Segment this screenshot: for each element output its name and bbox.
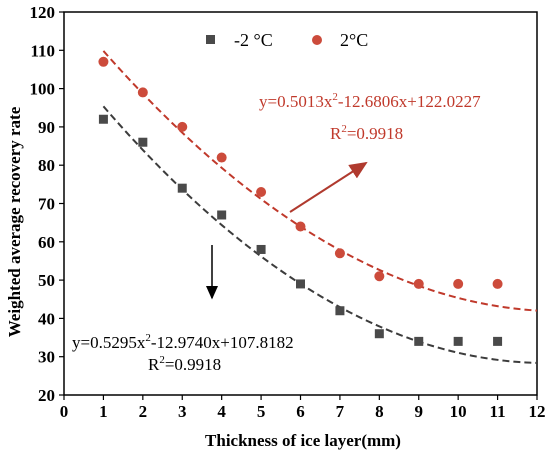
y-tick-label: 60 bbox=[38, 233, 55, 252]
legend: -2 °C 2°C bbox=[206, 30, 368, 50]
y-tick-label: 70 bbox=[38, 195, 55, 214]
data-point-series-1 bbox=[414, 336, 424, 346]
x-tick-label: 9 bbox=[415, 402, 424, 421]
x-tick-label: 6 bbox=[296, 402, 305, 421]
data-point-series-1 bbox=[493, 336, 503, 346]
y-tick-label: 20 bbox=[38, 386, 55, 405]
x-axis-label: Thickness of ice layer(mm) bbox=[205, 431, 401, 450]
fit-lines-layer bbox=[102, 50, 538, 364]
data-point-series-2 bbox=[177, 121, 188, 132]
y-axis-label: Weighted average recovery rate bbox=[5, 106, 24, 337]
data-point-series-2 bbox=[295, 221, 306, 232]
points-layer bbox=[98, 56, 503, 346]
arrow-red bbox=[289, 161, 368, 213]
data-point-series-2 bbox=[453, 278, 464, 289]
r2-text-series-1: R2=0.9918 bbox=[148, 354, 221, 374]
x-tick-label: 5 bbox=[257, 402, 266, 421]
equation-series-1: y=0.5295x2-12.9740x+107.8182 R2=0.9918 bbox=[72, 332, 294, 374]
fit-line-series-2 bbox=[102, 50, 538, 312]
data-point-series-1 bbox=[453, 336, 463, 346]
x-tick-label: 0 bbox=[60, 402, 69, 421]
equation-text-series-1: y=0.5295x2-12.9740x+107.8182 bbox=[72, 332, 294, 352]
data-point-series-1 bbox=[335, 306, 345, 316]
equation-text-series-2: y=0.5013x2-12.6806x+122.0227 bbox=[259, 91, 481, 111]
x-tick-label: 3 bbox=[178, 402, 187, 421]
legend-label-series-2: 2°C bbox=[340, 30, 368, 50]
y-tick-label: 30 bbox=[38, 348, 55, 367]
data-point-series-2 bbox=[374, 271, 385, 282]
x-tick-label: 7 bbox=[336, 402, 345, 421]
data-point-series-2 bbox=[413, 278, 424, 289]
r2-text-series-2: R2=0.9918 bbox=[330, 123, 403, 143]
x-tick-label: 4 bbox=[217, 402, 226, 421]
data-point-series-1 bbox=[256, 244, 266, 254]
data-point-series-2 bbox=[98, 56, 109, 67]
axes-layer: 0 1 2 3 4 5 6 7 8 9 10 11 12203040506070809010011012… bbox=[30, 3, 546, 421]
data-point-series-1 bbox=[296, 279, 305, 289]
y-tick-label: 90 bbox=[38, 118, 55, 137]
data-point-series-2 bbox=[256, 187, 267, 198]
fit-line-series-1 bbox=[102, 105, 538, 364]
y-tick-label: 40 bbox=[38, 309, 55, 328]
x-tick-label: 1 bbox=[99, 402, 108, 421]
x-tick-label: 10 bbox=[450, 402, 467, 421]
y-tick-label: 100 bbox=[30, 80, 56, 99]
legend-marker-series-1 bbox=[206, 35, 215, 44]
data-point-series-2 bbox=[492, 278, 503, 289]
x-tick-label: 12 bbox=[529, 402, 546, 421]
y-tick-label: 120 bbox=[30, 3, 56, 22]
data-point-series-1 bbox=[374, 329, 384, 339]
data-point-series-2 bbox=[334, 248, 345, 259]
data-point-series-2 bbox=[216, 152, 227, 163]
legend-marker-series-2 bbox=[312, 35, 322, 45]
data-point-series-1 bbox=[98, 114, 108, 124]
y-tick-label: 110 bbox=[30, 41, 55, 60]
y-tick-label: 80 bbox=[38, 156, 55, 175]
x-tick-label: 11 bbox=[490, 402, 506, 421]
data-point-series-1 bbox=[217, 210, 227, 220]
data-point-series-2 bbox=[137, 87, 148, 98]
x-tick-label: 8 bbox=[375, 402, 384, 421]
y-tick-label: 50 bbox=[38, 271, 55, 290]
equation-series-2: y=0.5013x2-12.6806x+122.0227 R2=0.9918 bbox=[259, 91, 481, 143]
data-point-series-1 bbox=[177, 183, 187, 193]
legend-label-series-1: -2 °C bbox=[234, 30, 273, 50]
x-tick-label: 2 bbox=[139, 402, 148, 421]
data-point-series-1 bbox=[138, 137, 148, 147]
